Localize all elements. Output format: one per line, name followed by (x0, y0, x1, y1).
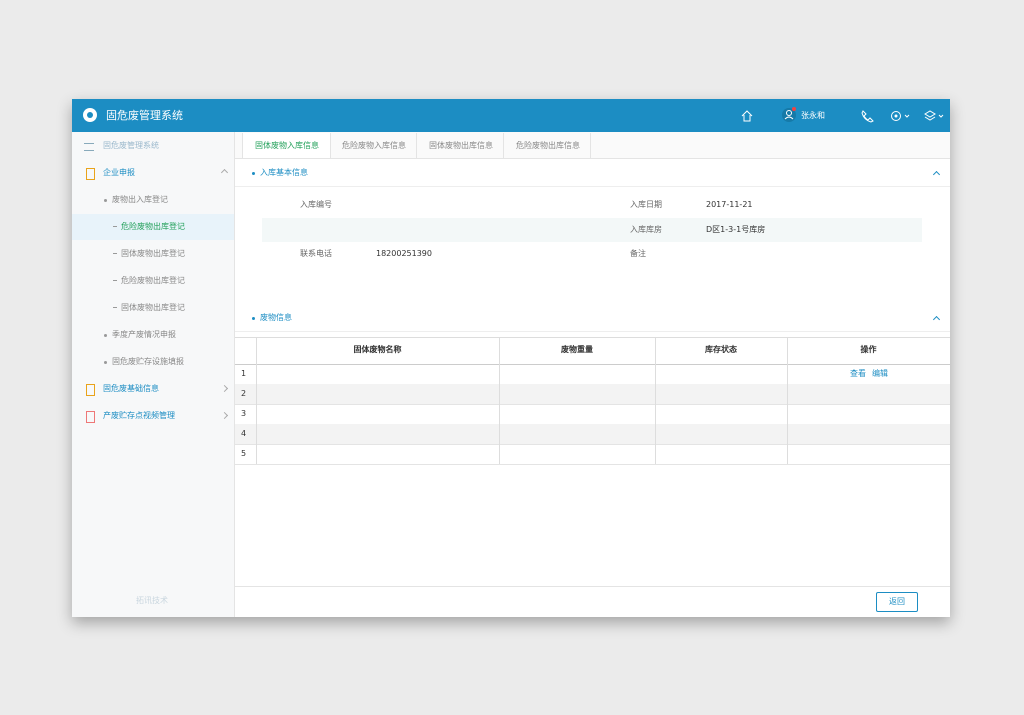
phone-icon[interactable] (860, 109, 874, 123)
tab-label[interactable]: 固体废物出库信息 (429, 141, 493, 150)
menu-item[interactable]: 固体废物出库登记 (121, 249, 185, 258)
tab-label[interactable]: 危险废物出库信息 (516, 141, 580, 150)
column-divider (499, 337, 500, 464)
table-row (235, 404, 950, 425)
menu-item[interactable]: 季度产废情况申报 (112, 330, 176, 339)
bullet (104, 361, 107, 364)
footer-divider (235, 586, 950, 587)
tab (329, 133, 417, 158)
bullet (113, 226, 117, 227)
app-window: 固危废管理系统 张永和 固危废管理系统 企业申报 废物出入库登记 危险废物出库登记 固体废物… (72, 99, 950, 617)
section-title: 废物信息 (260, 313, 292, 322)
column-header: 废物重量 (561, 345, 593, 354)
row-index: 2 (241, 389, 247, 398)
field-label: 入库日期 (630, 200, 662, 209)
column-divider (655, 337, 656, 464)
field-label: 联系电话 (300, 249, 332, 258)
field-label: 入库编号 (300, 200, 332, 209)
bullet (104, 334, 107, 337)
column-header: 操作 (860, 345, 877, 354)
column-divider (787, 337, 788, 464)
tab (416, 133, 504, 158)
section-divider (235, 331, 950, 332)
group-icon (86, 384, 95, 396)
menu-item[interactable]: 废物出入库登记 (112, 195, 168, 204)
field-value: 2017-11-21 (706, 200, 753, 209)
menu-item[interactable]: 固体废物出库登记 (121, 303, 185, 312)
section-dot (252, 317, 255, 320)
menu-group[interactable]: 企业申报 (103, 168, 135, 177)
row-index: 3 (241, 409, 247, 418)
field-value: 18200251390 (376, 249, 432, 258)
row-index: 1 (241, 369, 247, 378)
field-value: D区1-3-1号库房 (706, 224, 766, 234)
back-button[interactable]: 返回 (876, 592, 918, 612)
row-action[interactable]: 查看 (850, 369, 866, 378)
bullet (104, 199, 107, 202)
menu-item[interactable]: 危险废物出库登记 (121, 276, 185, 285)
table-row (235, 364, 950, 385)
group-icon (86, 411, 95, 423)
menu-item[interactable]: 危险废物出库登记 (121, 222, 185, 231)
collapse (932, 315, 941, 324)
home-icon[interactable] (740, 109, 754, 123)
tab-label[interactable]: 危险废物入库信息 (342, 141, 406, 150)
logo (83, 108, 97, 122)
menu-group[interactable]: 产废贮存点视频管理 (103, 411, 175, 420)
bullet (113, 253, 117, 254)
menu-icon (84, 143, 94, 151)
column-divider (256, 337, 257, 464)
tab (242, 133, 331, 158)
top-bar (72, 99, 950, 132)
section-title: 入库基本信息 (260, 168, 308, 177)
column-header: 库存状态 (705, 345, 737, 354)
tab (503, 133, 591, 158)
settings-icon[interactable] (890, 109, 910, 123)
column-header: 固体废物名称 (353, 345, 402, 354)
table-row (235, 444, 950, 465)
sidebar-footer: 拓讯技术 (136, 596, 168, 605)
section-dot (252, 172, 255, 175)
layers-icon[interactable] (924, 109, 946, 123)
sidebar (72, 132, 235, 617)
field-label: 入库库房 (630, 224, 662, 234)
bullet (113, 307, 117, 308)
table-row (235, 424, 950, 445)
menu-group[interactable]: 固危废基础信息 (103, 384, 159, 393)
group-icon (86, 168, 95, 180)
menu-item[interactable]: 固危废贮存设施填报 (112, 357, 184, 366)
tab-label[interactable]: 固体废物入库信息 (255, 141, 319, 150)
section-divider (235, 186, 950, 187)
row-stripe (262, 217, 922, 242)
tab-bar (235, 132, 950, 159)
active-item-bg (72, 214, 234, 240)
avatar[interactable] (781, 107, 797, 123)
user-name[interactable]: 张永和 (801, 111, 825, 120)
row-action[interactable]: 编辑 (872, 369, 888, 378)
row-index: 5 (241, 449, 247, 458)
collapse (932, 170, 941, 179)
bullet (113, 280, 117, 281)
app-title: 固危废管理系统 (106, 109, 183, 122)
table-row (235, 384, 950, 405)
row-index: 4 (241, 429, 247, 438)
field-label: 备注 (630, 249, 646, 258)
system-label: 固危废管理系统 (103, 141, 159, 150)
table-header (235, 337, 950, 365)
